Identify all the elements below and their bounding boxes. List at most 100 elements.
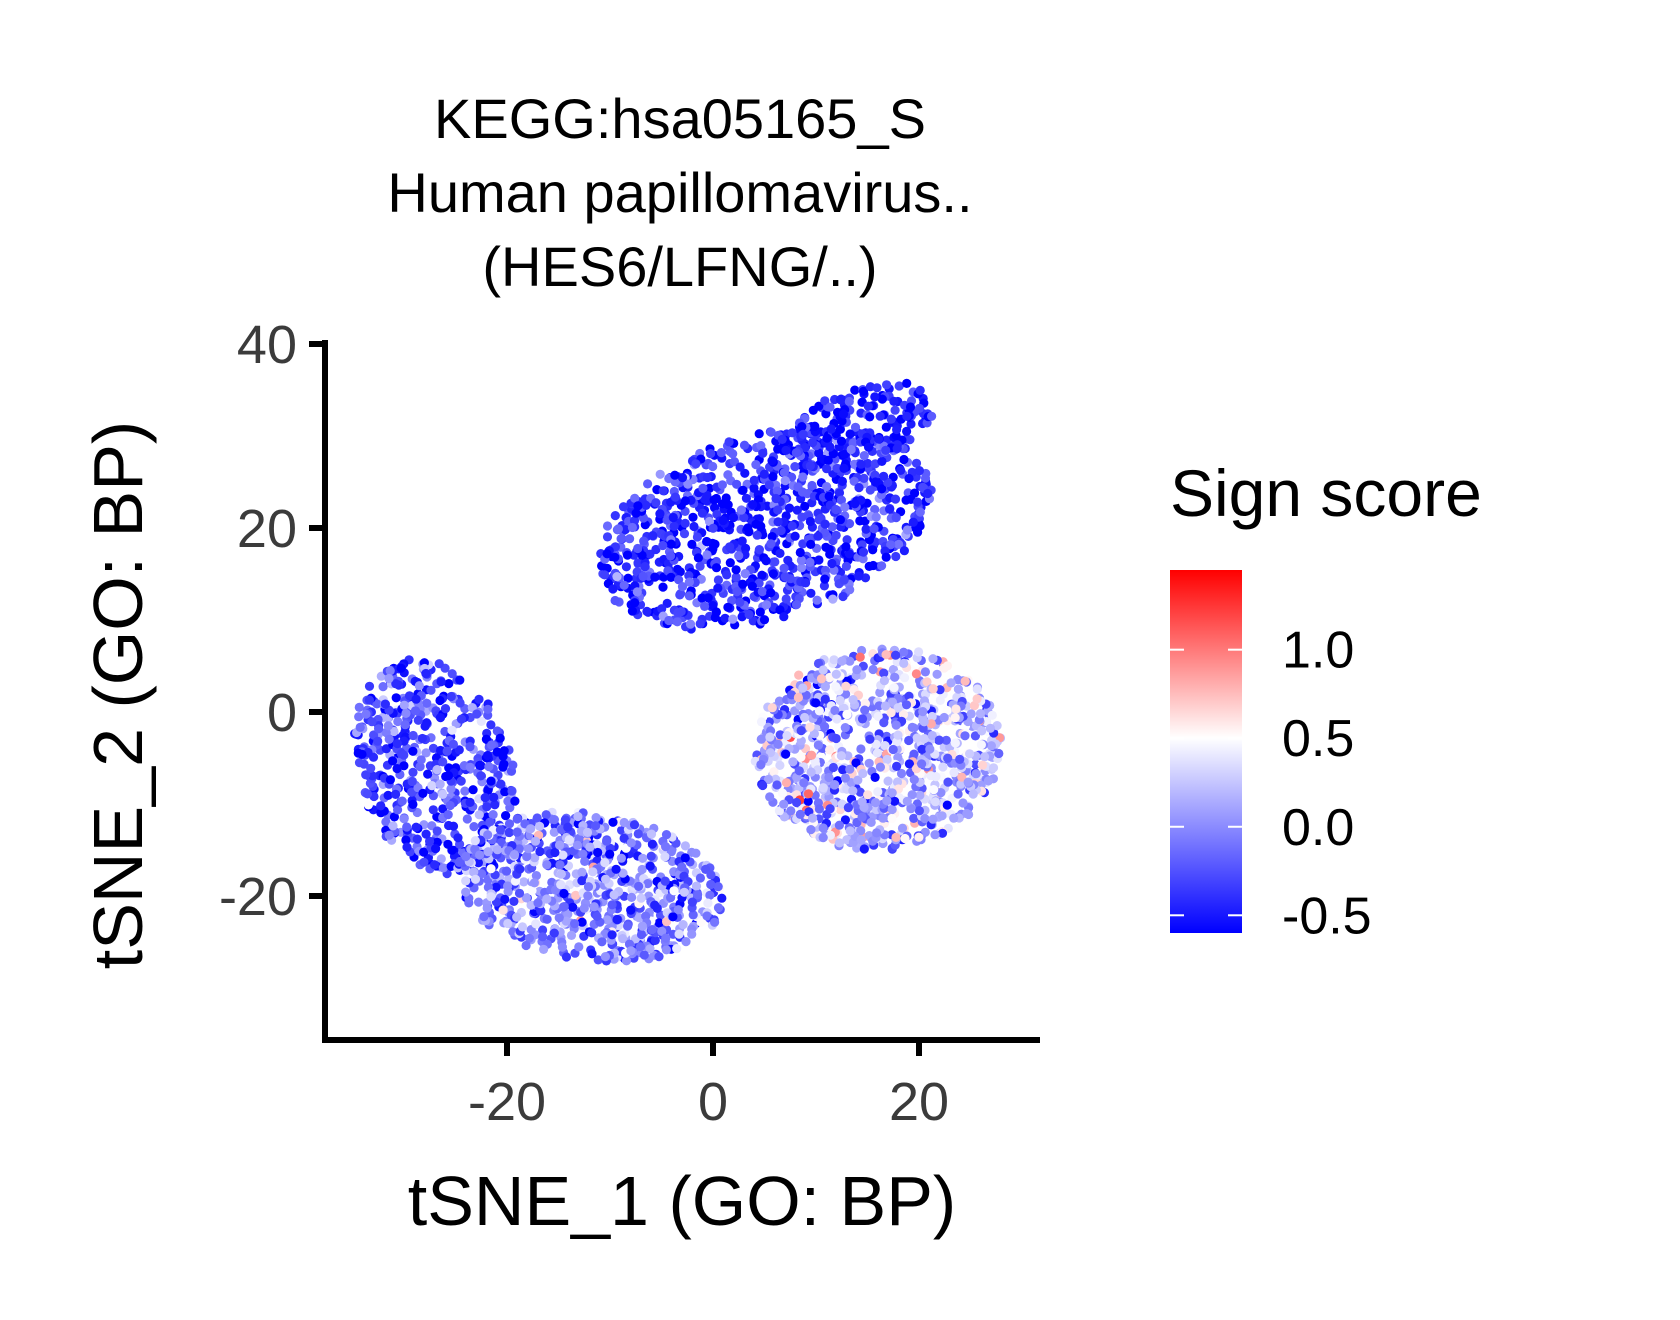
scatter-point bbox=[744, 609, 754, 620]
scatter-point bbox=[601, 874, 611, 884]
scatter-point bbox=[749, 483, 759, 493]
scatter-point bbox=[856, 744, 866, 754]
scatter-point bbox=[610, 510, 620, 521]
scatter-point bbox=[885, 504, 895, 514]
scatter-point bbox=[602, 521, 613, 531]
scatter-point bbox=[483, 750, 493, 761]
scatter-point bbox=[708, 461, 718, 472]
scatter-point bbox=[455, 675, 465, 685]
scatter-point bbox=[702, 490, 712, 500]
scatter-point bbox=[645, 944, 655, 954]
scatter-point bbox=[960, 731, 970, 741]
legend-colorbar bbox=[1170, 570, 1242, 933]
scatter-point bbox=[727, 596, 737, 606]
scatter-point bbox=[608, 584, 618, 594]
scatter-point bbox=[892, 777, 903, 787]
scatter-point bbox=[920, 667, 931, 677]
scatter-point bbox=[488, 810, 498, 820]
scatter-point bbox=[633, 501, 643, 511]
scatter-point bbox=[627, 522, 638, 533]
scatter-point bbox=[503, 881, 513, 891]
scatter-point bbox=[376, 808, 386, 818]
scatter-point bbox=[510, 796, 520, 806]
scatter-point bbox=[621, 956, 632, 966]
scatter-point bbox=[411, 822, 421, 832]
scatter-point bbox=[964, 809, 974, 820]
scatter-point bbox=[902, 426, 912, 436]
scatter-point bbox=[880, 741, 890, 751]
scatter-point bbox=[619, 580, 629, 590]
scatter-point bbox=[987, 710, 997, 720]
scatter-point bbox=[426, 685, 436, 695]
scatter-point bbox=[772, 780, 782, 790]
scatter-point bbox=[486, 892, 496, 902]
scatter-point bbox=[672, 944, 682, 954]
scatter-point bbox=[376, 801, 386, 811]
scatter-point bbox=[780, 476, 790, 486]
scatter-point bbox=[735, 597, 745, 608]
scatter-point bbox=[618, 934, 628, 944]
scatter-point bbox=[574, 942, 584, 952]
scatter-point bbox=[881, 650, 891, 660]
scatter-point bbox=[687, 539, 697, 550]
chart-title: KEGG:hsa05165_S Human papillomavirus.. (… bbox=[387, 87, 972, 298]
scatter-point bbox=[887, 813, 897, 824]
scatter-point bbox=[687, 929, 697, 939]
scatter-point bbox=[769, 767, 779, 777]
scatter-point bbox=[779, 799, 789, 809]
scatter-point bbox=[814, 555, 824, 565]
scatter-point bbox=[931, 772, 941, 782]
scatter-point bbox=[795, 547, 805, 558]
scatter-point bbox=[861, 524, 871, 534]
scatter-point bbox=[577, 917, 587, 927]
scatter-point bbox=[915, 790, 925, 800]
scatter-point bbox=[782, 731, 792, 741]
scatter-point bbox=[858, 547, 869, 557]
scatter-point bbox=[372, 699, 382, 709]
scatter-point bbox=[536, 906, 546, 916]
scatter-point bbox=[440, 704, 451, 714]
scatter-point bbox=[697, 508, 708, 518]
scatter-point bbox=[864, 561, 874, 572]
x-axis-title: tSNE_1 (GO: BP) bbox=[408, 1162, 956, 1240]
scatter-point bbox=[767, 703, 777, 713]
scatter-point bbox=[706, 870, 716, 880]
scatter-point bbox=[814, 448, 824, 458]
scatter-point bbox=[836, 436, 847, 446]
scatter-point bbox=[938, 762, 948, 772]
scatter-point bbox=[892, 761, 902, 772]
scatter-point bbox=[362, 789, 373, 799]
scatter-point bbox=[400, 720, 410, 730]
scatter-point bbox=[587, 949, 597, 959]
scatter-point bbox=[748, 500, 758, 510]
scatter-point bbox=[923, 488, 933, 499]
scatter-point bbox=[407, 787, 417, 797]
scatter-point bbox=[797, 487, 808, 497]
scatter-point bbox=[829, 655, 839, 665]
scatter-point bbox=[754, 545, 765, 555]
scatter-point bbox=[956, 779, 966, 789]
scatter-point bbox=[476, 771, 486, 781]
scatter-point bbox=[453, 833, 463, 843]
scatter-point bbox=[675, 590, 685, 600]
scatter-point bbox=[654, 952, 664, 962]
scatter-point bbox=[919, 734, 930, 744]
scatter-point bbox=[549, 928, 559, 938]
scatter-point bbox=[738, 579, 748, 589]
scatter-point bbox=[355, 722, 365, 733]
scatter-point bbox=[695, 561, 705, 571]
scatter-point bbox=[930, 797, 941, 807]
scatter-point bbox=[925, 744, 935, 754]
scatter-point bbox=[839, 575, 849, 585]
scatter-point bbox=[820, 682, 831, 692]
scatter-point bbox=[633, 829, 643, 839]
scatter-point bbox=[821, 409, 831, 419]
scatter-point bbox=[354, 712, 364, 722]
scatter-point bbox=[781, 445, 791, 455]
scatter-point bbox=[882, 754, 892, 765]
scatter-point bbox=[384, 734, 394, 744]
scatter-point bbox=[932, 669, 942, 679]
scatter-point bbox=[474, 694, 484, 704]
scatter-point bbox=[758, 448, 768, 458]
scatter-point bbox=[638, 853, 648, 863]
